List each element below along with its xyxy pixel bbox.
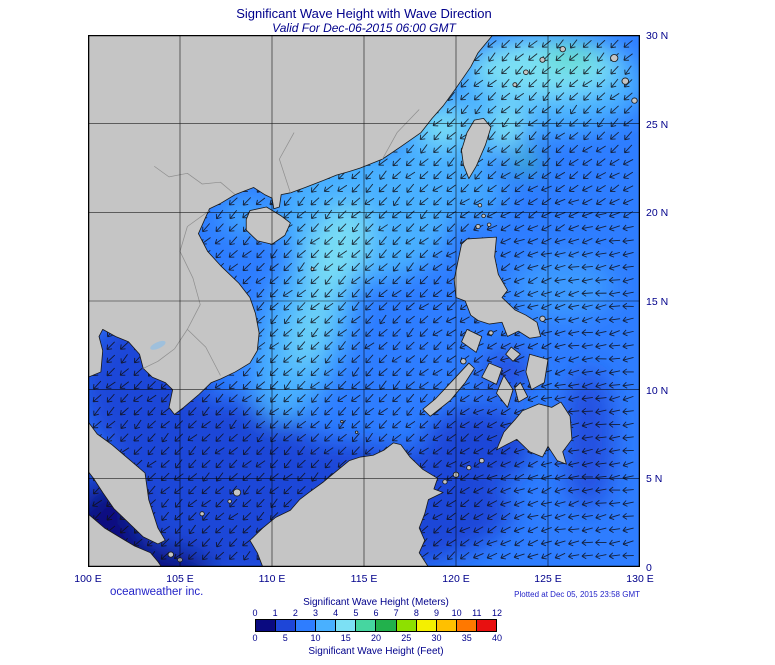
y-axis-tick: 5 N: [646, 473, 663, 486]
land-masses: [88, 35, 638, 567]
country-borders: [143, 109, 420, 376]
colorbar-segment: [416, 620, 437, 631]
legend-meters-label: Significant Wave Height (Meters): [303, 597, 449, 608]
y-axis-tick: 25 N: [646, 118, 669, 131]
land-hainan: [245, 206, 291, 245]
x-axis-labels: 100 E 105 E 110 E 115 E 120 E 125 E 130 E: [0, 573, 775, 587]
y-axis-tick: 20 N: [646, 207, 669, 220]
land-mindoro: [461, 328, 483, 353]
colorbar-segment: [336, 620, 357, 631]
colorbar-segment: [316, 620, 337, 631]
colorbar-segment: [276, 620, 297, 631]
legend-feet-tick: 30: [431, 633, 442, 643]
legend-feet-tick: 35: [461, 633, 472, 643]
colorbar-segment: [456, 620, 477, 631]
land-masbate: [505, 346, 521, 362]
map-frame: [88, 35, 640, 567]
legend-meters-tick: 1: [272, 608, 278, 618]
map-svg: [88, 35, 640, 567]
legend-meters-tick: 10: [451, 608, 462, 618]
oceanweather-branding: oceanweather inc.: [110, 586, 204, 598]
colorbar-segment: [396, 620, 417, 631]
land-mainland-asia: [88, 35, 494, 415]
legend-meters-tick: 11: [472, 608, 482, 618]
x-axis-tick: 105 E: [166, 573, 194, 585]
land-sumatra: [88, 513, 163, 567]
legend-meters-tick: 0: [252, 608, 258, 618]
colorbar-segment: [356, 620, 377, 631]
legend-feet-ticks: 0 5 10 15 20 25 30 35 40: [252, 633, 502, 643]
colorbar-segment: [256, 620, 277, 631]
legend-meters-tick: 3: [312, 608, 319, 618]
y-axis-tick: 30 N: [646, 30, 669, 42]
x-axis-tick: 130 E: [626, 573, 654, 585]
x-axis-tick: 120 E: [442, 573, 470, 585]
land-malay-peninsula: [88, 421, 166, 545]
land-panay: [481, 362, 503, 385]
legend-meters-tick: 8: [413, 608, 419, 618]
legend-meters-tick: 4: [333, 608, 339, 618]
legend-feet-tick: 0: [252, 633, 258, 643]
valid-time-subtitle: Valid For Dec-06-2015 06:00 GMT: [272, 21, 456, 35]
legend-colorbar: [255, 619, 497, 632]
legend-feet-tick: 5: [282, 633, 288, 643]
chart-title: Significant Wave Height with Wave Direct…: [236, 6, 492, 21]
y-axis-tick: 0: [646, 562, 652, 575]
x-axis-tick: 115 E: [350, 573, 378, 585]
lake-tonle-sap: [150, 340, 166, 350]
y-axis-labels: 30 N 25 N 20 N 15 N 10 N 5 N 0: [646, 0, 716, 600]
legend-feet-tick: 10: [310, 633, 321, 643]
legend-meters-ticks: 0 1 2 3 4 5 6 7 8 9 10 11 12: [252, 608, 502, 618]
y-axis-tick: 10 N: [646, 384, 669, 397]
legend-meters-tick: 12: [491, 608, 503, 618]
land-taiwan: [461, 117, 492, 180]
legend-meters-tick: 2: [292, 608, 298, 618]
land-luzon: [453, 236, 542, 339]
colorbar-segment: [476, 620, 496, 631]
legend-meters-tick: 5: [353, 608, 359, 618]
small-islands: [167, 46, 638, 563]
legend-meters-tick: 9: [433, 608, 440, 618]
colorbar-segment: [296, 620, 317, 631]
y-axis-tick: 15 N: [646, 296, 669, 308]
legend-feet-tick: 15: [340, 633, 351, 643]
legend-meters-tick: 6: [373, 608, 379, 618]
x-axis-tick: 100 E: [74, 573, 102, 585]
land-cebu-bohol: [514, 382, 529, 403]
colorbar-segment: [376, 620, 397, 631]
legend-feet-tick: 25: [401, 633, 412, 643]
legend-feet-tick: 40: [491, 633, 503, 643]
legend-meters-tick: 7: [393, 608, 399, 618]
plotted-timestamp: Plotted at Dec 05, 2015 23:58 GMT: [514, 590, 640, 599]
legend-feet-label: Significant Wave Height (Feet): [308, 646, 444, 657]
x-axis-tick: 110 E: [258, 573, 286, 585]
land-samar-leyte: [525, 353, 549, 391]
land-negros: [496, 375, 514, 408]
graticule: [88, 35, 640, 567]
land-borneo: [249, 442, 444, 567]
land-mindanao: [496, 401, 573, 465]
x-axis-tick: 125 E: [534, 573, 562, 585]
colorbar-segment: [436, 620, 457, 631]
legend-feet-tick: 20: [370, 633, 382, 643]
